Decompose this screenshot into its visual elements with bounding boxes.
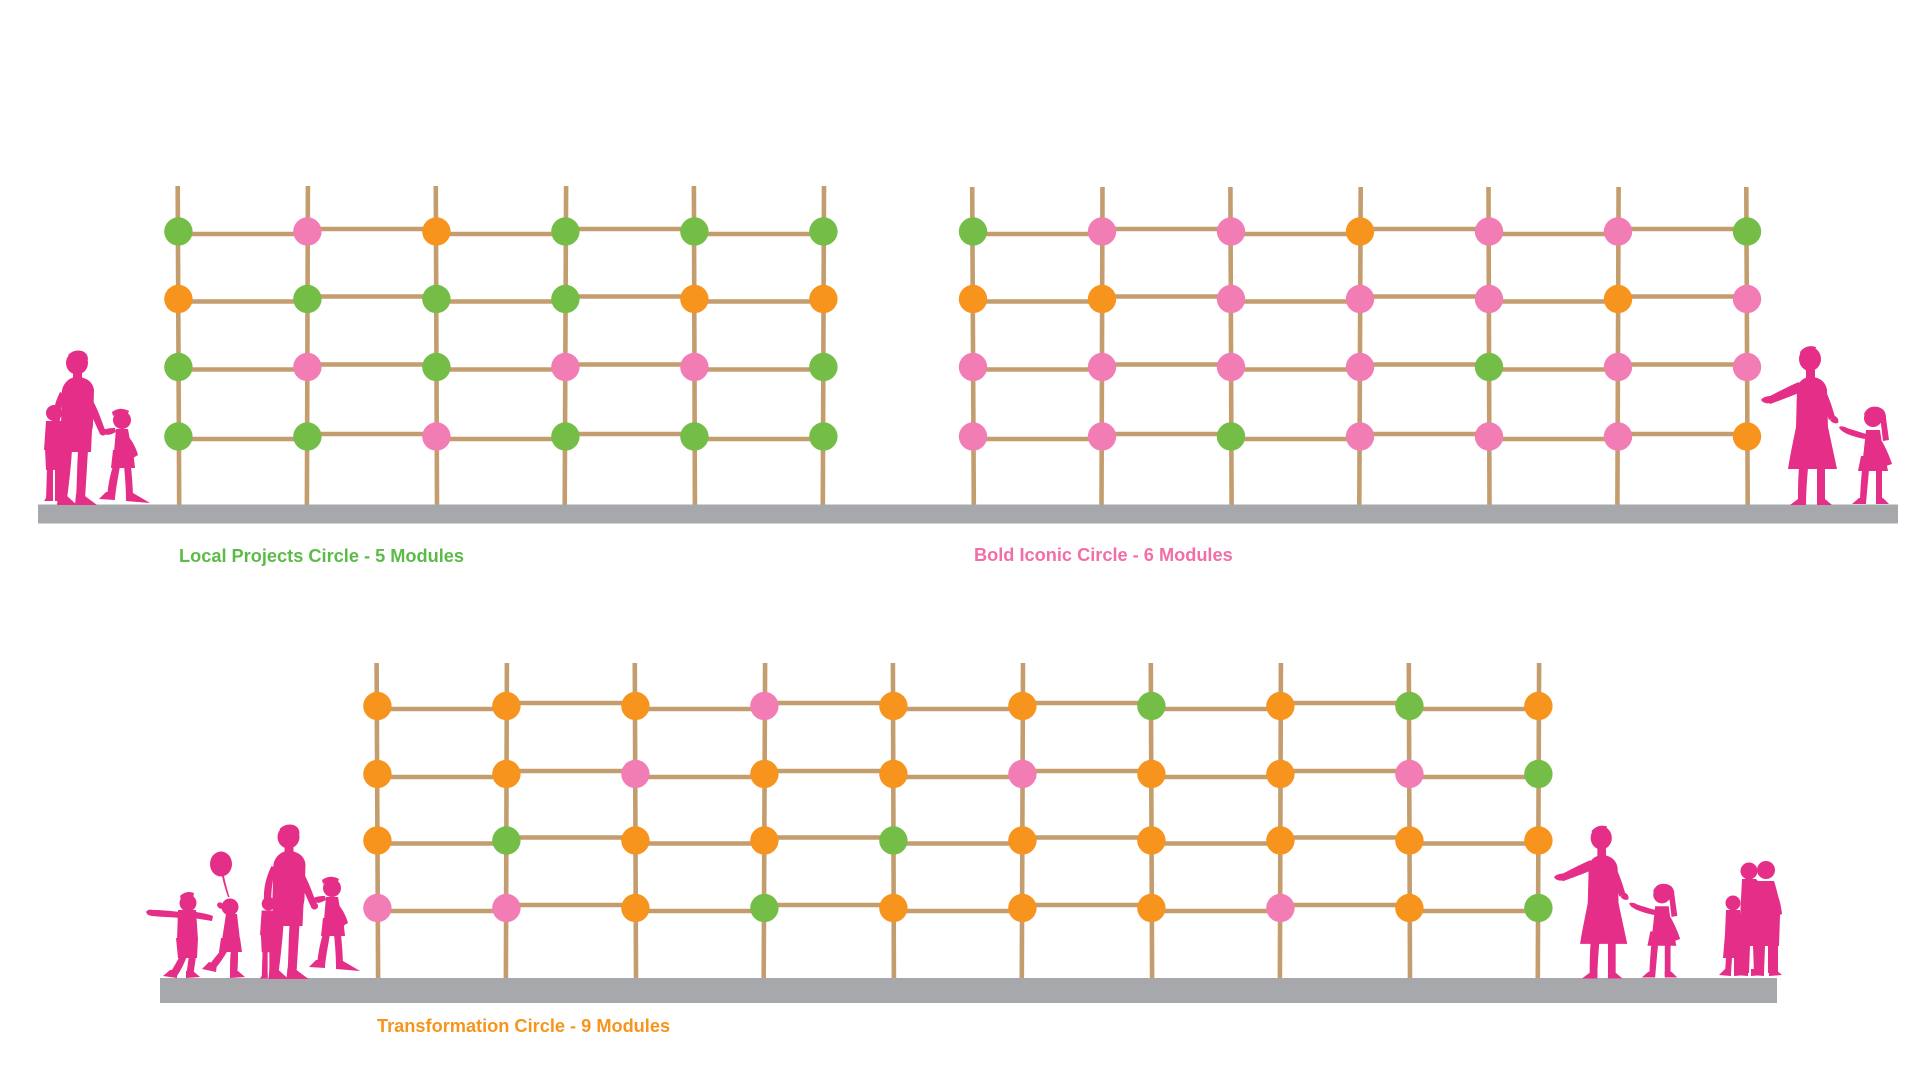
svg-text:Bold Iconic Circle - 6 Modules: Bold Iconic Circle - 6 Modules (974, 545, 1233, 565)
svg-text:Transformation Circle - 9 Modu: Transformation Circle - 9 Modules (377, 1016, 670, 1036)
svg-text:Local Projects Circle - 5 Modu: Local Projects Circle - 5 Modules (179, 546, 464, 566)
